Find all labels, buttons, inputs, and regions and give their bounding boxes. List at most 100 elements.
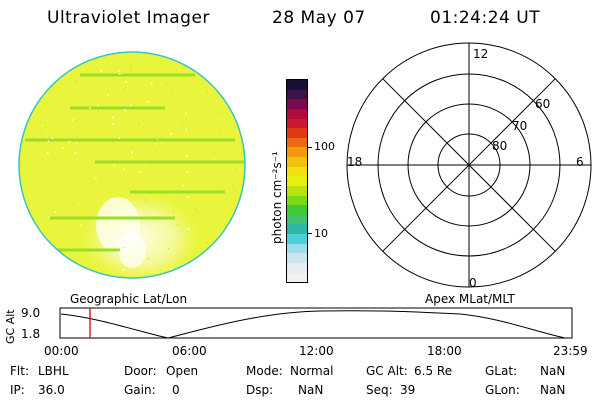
noise-pixel — [147, 101, 149, 103]
gc-alt-label: GC Alt: — [366, 364, 408, 378]
noise-pixel — [170, 115, 172, 118]
noise-pixel — [118, 69, 121, 72]
ip-label: IP: — [10, 383, 25, 397]
polar-diagonal-2 — [382, 78, 556, 252]
colorbar-tick-10 — [307, 233, 312, 234]
noise-pixel — [122, 269, 125, 272]
noise-pixel — [68, 141, 70, 143]
timeline-x-tick-2359: 23:59 — [553, 344, 588, 358]
glat-value: NaN — [540, 364, 566, 378]
timeline-y-tick-top: 9.0 — [21, 306, 41, 320]
noise-pixel — [118, 73, 121, 75]
ip-value: 36.0 — [38, 383, 65, 397]
colorbar-segment — [287, 108, 307, 119]
gain-value: 0 — [172, 383, 180, 397]
uv-image-scanlines — [25, 73, 245, 252]
glon-label: GLon: — [485, 383, 520, 397]
timeline-right-label: Apex MLat/MLT — [425, 292, 515, 306]
noise-pixel — [182, 124, 184, 127]
colorbar-segment — [287, 224, 307, 234]
noise-pixel — [47, 152, 49, 154]
noise-pixel — [131, 152, 133, 154]
timeline-x-tick-0600: 06:00 — [172, 344, 207, 358]
colorbar-segment — [287, 176, 307, 186]
noise-pixel — [26, 173, 28, 175]
noise-pixel — [219, 130, 221, 132]
timeline-frame — [59, 307, 573, 339]
noise-pixel — [197, 211, 199, 213]
timeline-x-tick-1200: 12:00 — [299, 344, 334, 358]
glat-label: GLat: — [485, 364, 518, 378]
noise-pixel — [74, 152, 77, 154]
noise-pixel — [131, 151, 133, 153]
noise-pixel — [40, 132, 42, 134]
noise-pixel — [186, 171, 188, 173]
noise-pixel — [76, 143, 78, 145]
noise-pixel — [44, 160, 46, 162]
noise-pixel — [187, 196, 189, 198]
noise-pixel — [54, 211, 57, 213]
mode-label: Mode: — [246, 364, 283, 378]
noise-pixel — [235, 189, 237, 191]
noise-pixel — [119, 250, 121, 253]
noise-pixel — [206, 241, 208, 244]
noise-pixel — [129, 67, 131, 69]
colorbar-segment — [287, 137, 307, 148]
noise-pixel — [123, 246, 125, 249]
noise-pixel — [161, 136, 163, 138]
noise-pixel — [124, 109, 126, 111]
timeline-x-tick-0000: 00:00 — [44, 344, 79, 358]
noise-pixel — [120, 73, 123, 75]
noise-pixel — [138, 123, 140, 125]
colorbar-segment — [287, 195, 307, 206]
noise-pixel — [206, 90, 208, 93]
date-label: 28 May 07 — [272, 8, 366, 28]
noise-pixel — [89, 190, 91, 193]
noise-pixel — [125, 81, 127, 83]
noise-pixel — [144, 199, 146, 201]
noise-pixel — [131, 146, 133, 149]
seq-label: Seq: — [366, 383, 393, 397]
noise-pixel — [97, 104, 99, 107]
noise-pixel — [113, 164, 115, 166]
noise-pixel — [75, 80, 77, 82]
colorbar-segment — [287, 185, 307, 196]
mlt-label-18: 18 — [347, 155, 363, 169]
noise-pixel — [72, 203, 75, 205]
timeline-y-tick-bottom: 1.8 — [21, 327, 41, 341]
noise-pixel — [186, 155, 188, 157]
noise-pixel — [130, 104, 132, 106]
noise-pixel — [234, 125, 236, 128]
noise-pixel — [45, 126, 47, 128]
aurora-glow-core — [118, 232, 146, 268]
colorbar-segment — [287, 166, 307, 177]
mlat-label-60: 60 — [535, 97, 551, 111]
noise-pixel — [182, 184, 184, 187]
mlt-label-6: 6 — [576, 155, 584, 169]
colorbar-segment — [287, 214, 307, 225]
noise-pixel — [123, 88, 126, 90]
noise-pixel — [130, 64, 133, 67]
noise-pixel — [193, 131, 195, 134]
noise-pixel — [80, 224, 83, 227]
noise-pixel — [112, 123, 114, 125]
noise-pixel — [151, 82, 153, 84]
noise-pixel — [39, 121, 42, 123]
noise-pixel — [223, 187, 225, 189]
noise-pixel — [139, 171, 141, 173]
noise-pixel — [166, 83, 168, 85]
mlat-label-80: 80 — [492, 139, 508, 153]
colorbar — [286, 79, 308, 283]
noise-pixel — [220, 112, 223, 114]
dsp-value: NaN — [298, 383, 324, 397]
noise-pixel — [118, 137, 120, 139]
noise-pixel — [31, 135, 34, 138]
noise-pixel — [71, 119, 74, 121]
mlat-label-70: 70 — [512, 119, 528, 133]
door-label: Door: — [124, 364, 157, 378]
mode-value: Normal — [290, 364, 334, 378]
glon-value: NaN — [540, 383, 566, 397]
noise-pixel — [185, 128, 187, 131]
noise-pixel — [188, 260, 191, 262]
noise-pixel — [155, 143, 157, 145]
